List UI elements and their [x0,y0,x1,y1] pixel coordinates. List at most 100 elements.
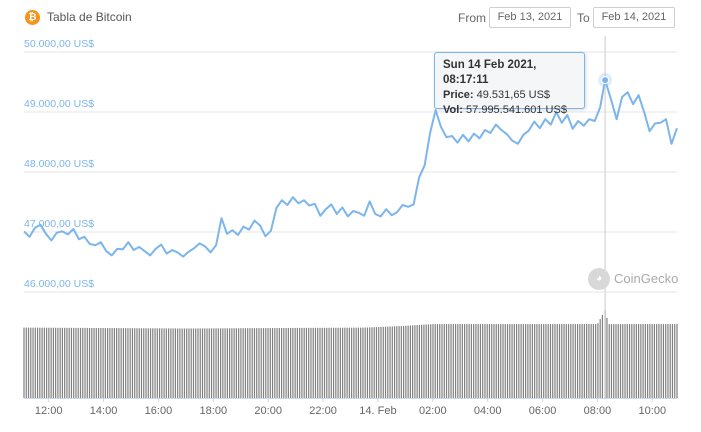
volume-bar [366,327,369,398]
volume-bar [296,327,299,398]
volume-bar [563,324,565,398]
x-tick-label: 10:00 [639,405,667,417]
volume-bar [125,328,127,398]
volume-bar [660,324,662,398]
volume-bar [613,324,615,398]
volume-bar [224,328,226,398]
volume-bar [396,326,398,398]
x-tick-label: 02:00 [419,405,447,417]
volume-bar [355,327,357,398]
volume-bar [41,327,43,398]
y-tick-label: 48.000,00 US$ [24,158,94,170]
volume-bar [522,324,524,398]
volume-bar [138,328,140,398]
volume-bar [305,327,308,398]
volume-bar [443,324,445,398]
volume-bar [640,324,642,398]
volume-bar [183,328,186,398]
volume-bar [662,324,665,398]
volume-bar [34,327,36,398]
volume-bar [174,328,176,398]
volume-bar [147,328,149,398]
volume-bar [531,324,533,398]
volume-bar [235,328,237,398]
volume-bar [574,324,576,398]
volume-bar [140,328,143,398]
x-tick-label: 22:00 [309,405,337,417]
volume-bar [402,325,405,398]
volume-bar [387,326,389,398]
volume-bar [407,325,409,398]
watermark-text: CoinGecko [614,271,679,286]
volume-bar [172,328,174,398]
volume-bar [556,324,558,398]
x-tick-label: 04:00 [474,405,502,417]
volume-bar [427,324,430,398]
volume-bar [493,324,495,398]
volume-bar [583,324,585,398]
volume-bar [529,324,531,398]
volume-bar [595,324,597,398]
volume-bar [321,327,323,398]
volume-bar [222,328,224,398]
volume-bar [294,327,296,398]
volume-bar [665,324,667,398]
tooltip-date: Sun 14 Feb 2021, 08:17:11 [443,59,537,86]
volume-bar [633,324,635,398]
volume-bar [86,327,88,398]
volume-bar [515,324,518,398]
volume-bar [592,324,594,398]
crosshair [598,36,613,398]
volume-bar [624,324,626,398]
volume-bar [143,328,145,398]
volume-bar [45,327,48,398]
volume-bar [238,328,240,398]
volume-bar [341,327,344,398]
volume-bar [482,324,484,398]
volume-bar [59,327,61,398]
volume-bar [642,324,644,398]
volume-bar [39,327,41,398]
volume-bar [608,324,610,398]
volume-bar [647,324,649,398]
volume-bar [597,323,599,398]
x-tick-label: 14:00 [90,405,118,417]
volume-bar [579,324,581,398]
volume-bar [384,326,387,398]
volume-bar [565,324,567,398]
volume-bar [177,328,179,398]
volume-bar [369,327,371,398]
volume-bar [111,328,113,398]
from-date-input[interactable]: Feb 13, 2021 [489,7,571,28]
volume-bar [213,328,215,398]
x-tick-label: 20:00 [254,405,282,417]
volume-bar [201,328,204,398]
hover-point [601,76,610,85]
volume-bar [301,327,303,398]
volume-bar [258,328,260,398]
volume-bar [398,326,400,398]
volume-bar [319,327,321,398]
volume-bar [344,327,346,398]
volume-bar [274,328,276,398]
volume-bar [247,328,249,398]
volume-bar [459,324,461,398]
volume-bar [186,328,188,398]
volume-bar [509,324,511,398]
volume-bar [606,317,608,398]
volume-bar [545,324,547,398]
volume-bar [168,328,170,398]
volume-bar [337,327,339,398]
volume-bar [576,324,579,398]
volume-bar [219,328,222,398]
to-date-input[interactable]: Feb 14, 2021 [593,7,675,28]
volume-bar [285,327,287,398]
tooltip-price-label: Price: [443,89,474,101]
volume-bar [373,327,375,398]
volume-bar [113,328,115,398]
volume-bar [43,327,45,398]
volume-bar [656,324,658,398]
volume-bar [323,327,326,398]
volume-bar [534,324,536,398]
